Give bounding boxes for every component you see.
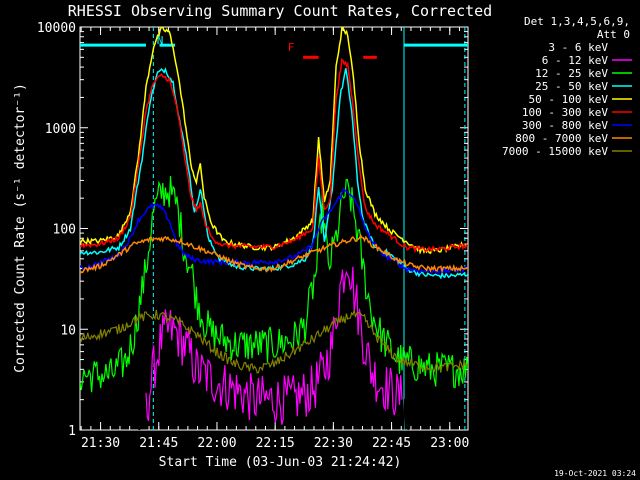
x-tick-label: 22:30 — [314, 436, 353, 451]
legend-header-line1: Det 1,3,4,5,6,9, — [524, 15, 630, 28]
series-line-5 — [80, 57, 468, 254]
x-tick-label: 22:15 — [256, 436, 295, 451]
y-tick-labels: 1 10 100 1000 10000 — [37, 21, 76, 439]
series-lines — [80, 27, 468, 430]
legend-label: 300 - 800 keV — [522, 119, 608, 132]
series-line-2 — [80, 175, 468, 393]
y-tick-label: 1 — [68, 424, 76, 439]
flare-flag-label: F — [288, 41, 295, 54]
legend-label: 800 - 7000 keV — [515, 132, 608, 145]
legend-header-line2: Att 0 — [597, 28, 630, 41]
y-tick-label: 100 — [53, 223, 76, 238]
y-tick-label: 10000 — [37, 21, 76, 36]
series-line-8 — [80, 309, 468, 374]
night-flag-label: N — [157, 34, 164, 47]
chart-title: RHESSI Observing Summary Count Rates, Co… — [68, 2, 492, 20]
x-tick-label: 22:45 — [372, 436, 411, 451]
y-tick-label: 1000 — [45, 122, 76, 137]
x-tick-label: 21:45 — [139, 436, 178, 451]
legend-label: 7000 - 15000 keV — [502, 145, 608, 158]
legend-label: 100 - 300 keV — [522, 106, 608, 119]
legend-label: 25 - 50 keV — [535, 80, 608, 93]
footer-date: 19-Oct-2021 03:24 — [554, 469, 636, 478]
y-tick-label: 10 — [60, 323, 76, 338]
x-tick-label: 22:00 — [197, 436, 236, 451]
legend-label: 50 - 100 keV — [529, 93, 609, 106]
series-line-7 — [80, 233, 468, 274]
series-line-6 — [80, 187, 468, 275]
legend-label: 3 - 6 keV — [548, 41, 608, 54]
legend-label: 12 - 25 keV — [535, 67, 608, 80]
series-line-4 — [80, 27, 468, 255]
x-tick-labels: 21:30 21:45 22:00 22:15 22:30 22:45 23:00 — [81, 436, 469, 451]
y-axis-label: Corrected Count Rate (s⁻¹ detector⁻¹) — [13, 83, 28, 373]
legend-label: 6 - 12 keV — [542, 54, 609, 67]
x-tick-label: 23:00 — [430, 436, 469, 451]
series-line-0 — [137, 280, 410, 430]
x-axis-label: Start Time (03-Jun-03 21:24:42) — [159, 455, 402, 470]
axis-ticks — [80, 26, 468, 431]
x-tick-label: 21:30 — [81, 436, 120, 451]
